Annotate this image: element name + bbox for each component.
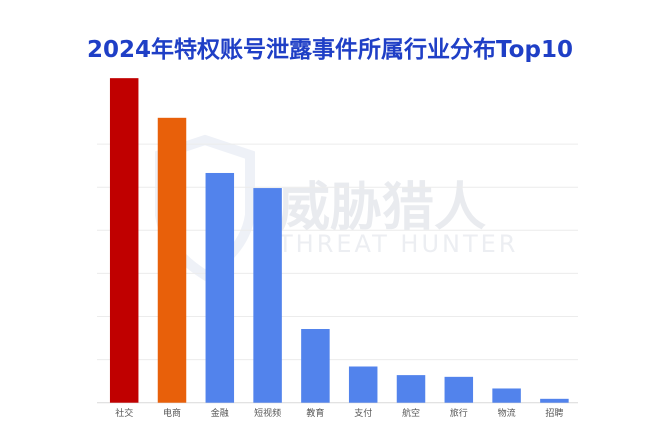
bar-5 <box>301 328 330 403</box>
x-tick-label: 招聘 <box>545 407 563 419</box>
bar-8 <box>444 376 474 403</box>
x-tick-label: 金融 <box>211 407 229 419</box>
bar-1 <box>109 78 139 403</box>
watermark-cn: 威胁猎人 <box>278 178 486 238</box>
bar-4 <box>253 188 282 403</box>
bar-10 <box>540 398 569 403</box>
bar-2 <box>157 117 187 403</box>
x-tick-label: 教育 <box>306 407 324 419</box>
x-tick-label: 电商 <box>163 407 181 419</box>
chart-title: 2024年特权账号泄露事件所属行业分布Top10 <box>87 37 573 63</box>
bar-6 <box>348 366 378 403</box>
bar-9 <box>492 388 521 403</box>
bar-7 <box>396 375 426 403</box>
x-tick-label: 短视频 <box>254 407 281 419</box>
x-tick-label: 社交 <box>115 407 133 419</box>
x-tick-label: 支付 <box>354 407 372 419</box>
bar-3 <box>205 172 235 403</box>
x-tick-label: 旅行 <box>450 407 468 419</box>
watermark-en: THREAT HUNTER <box>277 230 518 258</box>
x-tick-label: 航空 <box>402 407 420 419</box>
watermark-logo: 威胁猎人 THREAT HUNTER <box>155 134 518 281</box>
x-tick-label: 物流 <box>498 407 516 419</box>
